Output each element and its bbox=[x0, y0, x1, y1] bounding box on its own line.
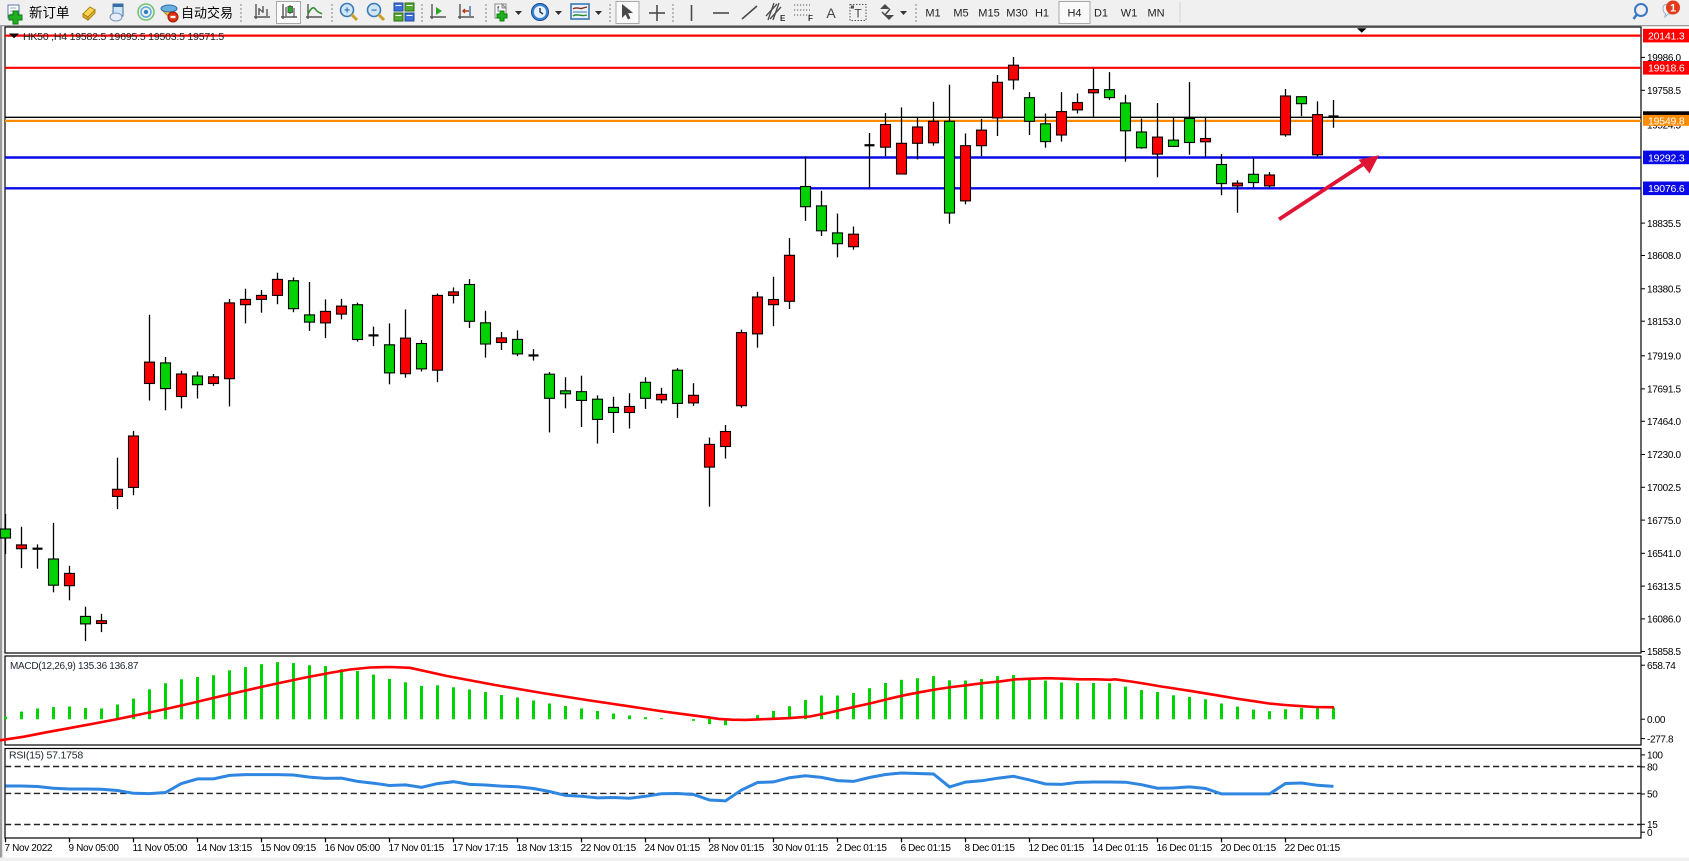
svg-text:MACD(12,26,9) 135.36 136.87: MACD(12,26,9) 135.36 136.87 bbox=[10, 661, 139, 672]
svg-text:2 Dec 01:15: 2 Dec 01:15 bbox=[837, 843, 888, 854]
svg-text:M5: M5 bbox=[953, 8, 968, 20]
svg-text:18835.5: 18835.5 bbox=[1647, 219, 1681, 230]
svg-text:24 Nov 01:15: 24 Nov 01:15 bbox=[645, 843, 701, 854]
svg-text:19292.3: 19292.3 bbox=[1648, 152, 1685, 164]
svg-text:T: T bbox=[854, 7, 862, 21]
svg-text:12 Dec 01:15: 12 Dec 01:15 bbox=[1029, 843, 1085, 854]
svg-text:17 Nov 17:15: 17 Nov 17:15 bbox=[453, 843, 509, 854]
svg-text:15858.5: 15858.5 bbox=[1647, 647, 1681, 658]
svg-text:16541.0: 16541.0 bbox=[1647, 549, 1681, 560]
svg-text:658.74: 658.74 bbox=[1647, 661, 1676, 672]
svg-text:22 Nov 01:15: 22 Nov 01:15 bbox=[581, 843, 637, 854]
svg-text:自动交易: 自动交易 bbox=[181, 6, 233, 21]
svg-text:16775.0: 16775.0 bbox=[1647, 516, 1681, 527]
svg-text:W1: W1 bbox=[1121, 8, 1138, 20]
svg-text:8 Dec 01:15: 8 Dec 01:15 bbox=[965, 843, 1016, 854]
svg-text:17464.0: 17464.0 bbox=[1647, 417, 1681, 428]
svg-text:11 Nov 05:00: 11 Nov 05:00 bbox=[133, 843, 188, 854]
svg-text:M15: M15 bbox=[978, 8, 999, 20]
svg-text:H4: H4 bbox=[1067, 8, 1081, 20]
svg-text:H1: H1 bbox=[1035, 8, 1049, 20]
svg-text:19918.6: 19918.6 bbox=[1648, 63, 1685, 75]
svg-text:22 Dec 01:15: 22 Dec 01:15 bbox=[1285, 843, 1341, 854]
svg-text:19524.5: 19524.5 bbox=[1647, 120, 1681, 131]
svg-text:6 Dec 01:15: 6 Dec 01:15 bbox=[901, 843, 952, 854]
svg-text:19986.0: 19986.0 bbox=[1647, 53, 1681, 64]
svg-text:30 Nov 01:15: 30 Nov 01:15 bbox=[773, 843, 829, 854]
svg-text:28 Nov 01:15: 28 Nov 01:15 bbox=[709, 843, 765, 854]
svg-text:17 Nov 01:15: 17 Nov 01:15 bbox=[389, 843, 445, 854]
svg-text:f: f bbox=[497, 5, 500, 14]
svg-text:19758.5: 19758.5 bbox=[1647, 86, 1681, 97]
svg-text:0: 0 bbox=[1647, 828, 1653, 839]
svg-text:18608.0: 18608.0 bbox=[1647, 251, 1681, 262]
svg-text:−: − bbox=[371, 6, 377, 17]
svg-text:A: A bbox=[826, 5, 836, 21]
svg-text:F: F bbox=[808, 14, 813, 23]
svg-text:0.00: 0.00 bbox=[1647, 715, 1666, 726]
svg-text:16 Dec 01:15: 16 Dec 01:15 bbox=[1157, 843, 1213, 854]
svg-text:E: E bbox=[780, 14, 786, 23]
svg-text:17002.5: 17002.5 bbox=[1647, 483, 1681, 494]
svg-text:RSI(15) 57.1758: RSI(15) 57.1758 bbox=[9, 750, 83, 762]
svg-text:19549.8: 19549.8 bbox=[1648, 115, 1685, 127]
svg-text:100: 100 bbox=[1647, 751, 1663, 762]
svg-text:7 Nov 2022: 7 Nov 2022 bbox=[5, 843, 53, 854]
svg-text:17691.5: 17691.5 bbox=[1647, 385, 1681, 396]
svg-text:1: 1 bbox=[1670, 3, 1676, 15]
svg-text:18 Nov 13:15: 18 Nov 13:15 bbox=[517, 843, 573, 854]
svg-text:+: + bbox=[344, 6, 350, 17]
svg-text:20 Dec 01:15: 20 Dec 01:15 bbox=[1221, 843, 1277, 854]
svg-text:80: 80 bbox=[1647, 763, 1658, 774]
svg-text:15: 15 bbox=[1647, 820, 1658, 831]
svg-text:19076.6: 19076.6 bbox=[1648, 183, 1685, 195]
svg-text:16086.0: 16086.0 bbox=[1647, 615, 1681, 626]
svg-text:HK50 ,H4 19582.5 19695.5 1950: HK50 ,H4 19582.5 19695.5 19503.5 19571.5 bbox=[23, 31, 224, 43]
svg-text:16313.5: 16313.5 bbox=[1647, 582, 1681, 593]
svg-text:MN: MN bbox=[1147, 8, 1164, 20]
svg-text:17919.0: 17919.0 bbox=[1647, 352, 1681, 363]
svg-text:18380.5: 18380.5 bbox=[1647, 285, 1681, 296]
svg-text:16 Nov 05:00: 16 Nov 05:00 bbox=[325, 843, 381, 854]
svg-text:50: 50 bbox=[1647, 790, 1658, 801]
svg-text:15 Nov 09:15: 15 Nov 09:15 bbox=[261, 843, 317, 854]
svg-text:D1: D1 bbox=[1094, 8, 1108, 20]
svg-text:M1: M1 bbox=[925, 8, 940, 20]
svg-text:-277.8: -277.8 bbox=[1647, 734, 1674, 745]
svg-text:14 Nov 13:15: 14 Nov 13:15 bbox=[197, 843, 253, 854]
svg-text:M30: M30 bbox=[1006, 8, 1027, 20]
svg-text:9 Nov 05:00: 9 Nov 05:00 bbox=[69, 843, 120, 854]
svg-text:17230.0: 17230.0 bbox=[1647, 450, 1681, 461]
svg-text:新订单: 新订单 bbox=[29, 6, 70, 21]
svg-text:14 Dec 01:15: 14 Dec 01:15 bbox=[1093, 843, 1149, 854]
svg-text:20141.3: 20141.3 bbox=[1648, 31, 1685, 43]
svg-text:18153.0: 18153.0 bbox=[1647, 317, 1681, 328]
